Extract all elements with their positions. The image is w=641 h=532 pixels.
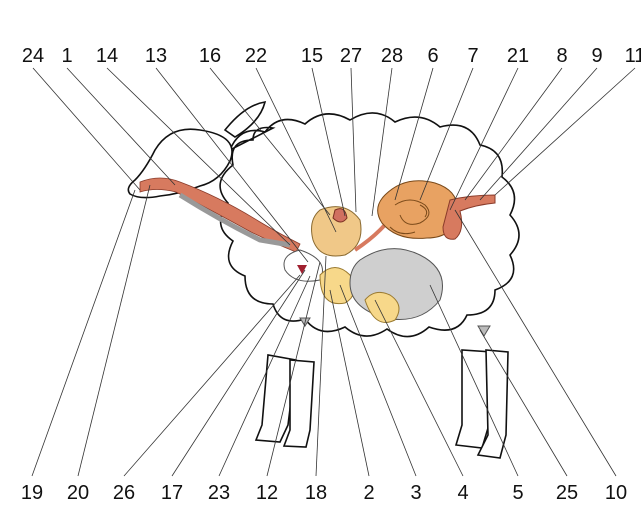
bottom-label: 2 — [363, 482, 374, 504]
top-label: 9 — [591, 45, 602, 67]
leader-line — [419, 67, 474, 201]
leader-lines — [31, 67, 636, 477]
leader-line — [266, 261, 321, 477]
leader-line — [454, 209, 617, 477]
bottom-label: 26 — [113, 482, 135, 504]
leader-line — [479, 329, 568, 477]
bottom-label: 12 — [256, 482, 278, 504]
bottom-label: 10 — [605, 482, 627, 504]
cecum — [442, 194, 496, 240]
leader-line — [464, 67, 563, 201]
top-label: 1 — [61, 45, 72, 67]
bottom-label: 5 — [512, 482, 523, 504]
ear — [223, 101, 267, 138]
top-label: 8 — [556, 45, 567, 67]
bottom-label: 19 — [21, 482, 43, 504]
leader-line — [123, 274, 301, 477]
hind-leg-2 — [476, 349, 509, 459]
bottom-label: 18 — [305, 482, 327, 504]
leader-line — [311, 67, 346, 217]
top-label: 24 — [22, 45, 44, 67]
leader-line — [315, 255, 327, 477]
leader-line — [31, 189, 136, 477]
leader-line — [171, 269, 306, 477]
leader-line — [374, 299, 464, 477]
omasum — [364, 291, 400, 323]
top-label: 22 — [245, 45, 267, 67]
leader-line — [479, 67, 598, 201]
top-label: 27 — [340, 45, 362, 67]
leader-line — [77, 184, 151, 477]
leader-line — [155, 67, 309, 263]
top-label: 16 — [199, 45, 221, 67]
intestine-coils — [389, 199, 430, 235]
leader-line — [255, 67, 337, 233]
kidney — [332, 208, 348, 223]
top-label: 7 — [467, 45, 478, 67]
top-label: 6 — [427, 45, 438, 67]
trachea — [178, 192, 291, 248]
top-label: 14 — [96, 45, 118, 67]
leader-line — [449, 67, 519, 211]
leader-line — [371, 67, 393, 217]
top-label: 13 — [145, 45, 167, 67]
bottom-label: 20 — [67, 482, 89, 504]
leader-line — [339, 284, 417, 477]
leader-line — [329, 289, 370, 477]
liver — [311, 206, 362, 257]
sheep-drawing — [127, 101, 520, 459]
leader-line — [209, 67, 331, 216]
leader-line — [394, 67, 434, 201]
top-label: 21 — [507, 45, 529, 67]
bottom-label: 17 — [161, 482, 183, 504]
bottom-label: 4 — [457, 482, 468, 504]
top-label: 11 — [625, 45, 641, 67]
leader-line — [32, 67, 141, 191]
bottom-label: 25 — [556, 482, 578, 504]
leader-line — [106, 67, 291, 246]
leader-line — [66, 67, 176, 186]
leader-line — [350, 67, 357, 213]
top-label: 28 — [381, 45, 403, 67]
bottom-label: 23 — [208, 482, 230, 504]
bottom-label: 3 — [410, 482, 421, 504]
top-label: 15 — [301, 45, 323, 67]
front-leg-2 — [282, 359, 315, 448]
leader-line — [218, 275, 311, 477]
heart — [297, 265, 307, 274]
leader-line — [494, 67, 636, 196]
leader-line — [429, 284, 519, 477]
